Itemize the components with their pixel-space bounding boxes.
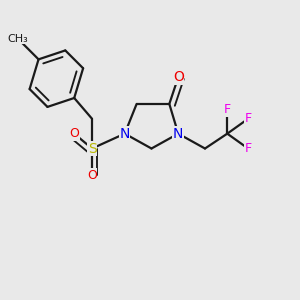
Text: F: F [244, 112, 252, 125]
Text: S: S [88, 142, 96, 155]
Text: CH₃: CH₃ [8, 34, 28, 44]
Text: F: F [244, 142, 252, 155]
Text: N: N [119, 127, 130, 141]
Text: O: O [173, 70, 184, 84]
Text: N: N [173, 127, 183, 141]
Text: O: O [87, 169, 97, 182]
Text: F: F [224, 103, 231, 116]
Text: O: O [69, 127, 79, 140]
